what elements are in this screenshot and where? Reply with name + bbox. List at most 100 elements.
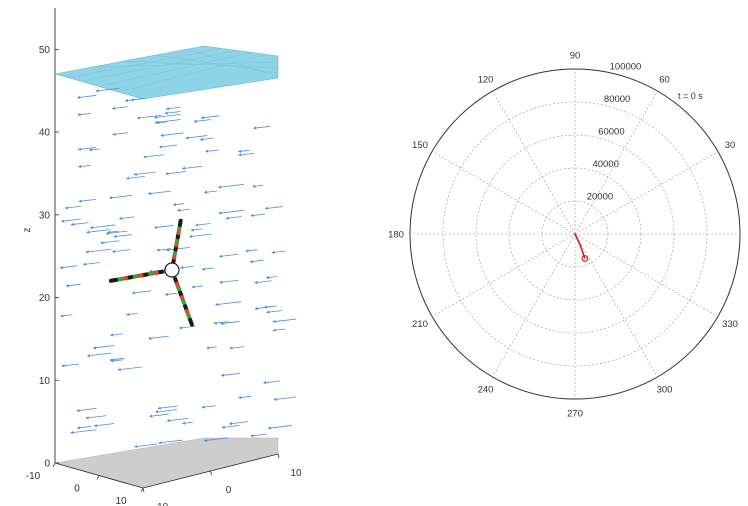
field-vector	[165, 171, 186, 176]
field-vector	[77, 147, 97, 151]
field-vector	[147, 190, 171, 196]
field-vector	[225, 216, 242, 220]
polar-theta-tick-label: 120	[478, 74, 494, 85]
field-vector	[112, 132, 129, 136]
field-vector	[263, 305, 277, 309]
field-vector	[157, 405, 178, 410]
field-vector	[61, 363, 80, 368]
field-vector	[107, 230, 119, 234]
z-tick-label: 50	[39, 45, 51, 56]
field-vector	[219, 279, 239, 284]
polar-r-tick-label: 80000	[604, 94, 630, 105]
rotor-blade-segment	[177, 218, 183, 227]
polar-theta-tick-label: 90	[570, 51, 581, 62]
field-vector	[201, 405, 216, 409]
field-vector	[77, 95, 97, 99]
field-vector	[93, 423, 115, 428]
field-vector	[70, 429, 97, 435]
field-vector	[59, 265, 78, 270]
field-vector	[266, 310, 283, 314]
field-vector	[253, 125, 271, 130]
polar-spoke	[574, 233, 658, 378]
field-vectors	[59, 87, 297, 449]
field-vector	[206, 346, 217, 350]
y-tick-label: -10	[154, 502, 169, 506]
polar-r-tick-label: 20000	[587, 192, 613, 203]
field-vector	[77, 164, 91, 169]
field-vector	[200, 115, 220, 120]
field-vector	[272, 318, 297, 324]
polar-trace-line	[574, 233, 586, 259]
field-vector	[126, 312, 138, 316]
field-vector	[82, 262, 101, 266]
field-vector	[134, 443, 158, 449]
x-tick-label: 10	[115, 496, 127, 506]
field-vector	[153, 225, 174, 229]
polar-theta-tick-label: 180	[388, 230, 404, 241]
field-vector	[267, 425, 293, 430]
field-vector	[195, 223, 211, 227]
rotor	[108, 218, 194, 327]
field-vector	[193, 119, 211, 123]
z-tick-label: 10	[39, 376, 51, 387]
field-vector	[70, 222, 89, 226]
field-vector	[109, 357, 125, 362]
field-vector	[108, 194, 133, 200]
field-vector	[130, 98, 143, 102]
field-vector	[221, 424, 240, 429]
polar-annotation: t = 0 s	[678, 91, 703, 101]
x-tick-label: 0	[74, 484, 80, 495]
field-vector	[201, 267, 214, 271]
field-vector	[88, 148, 100, 152]
field-vector	[218, 253, 239, 258]
field-vector	[60, 314, 73, 318]
z-tick-label: 20	[39, 293, 51, 304]
field-vector	[117, 366, 142, 372]
field-vector	[86, 229, 110, 234]
field-vector	[100, 240, 120, 245]
z-ticks: 0 10 20 30 40 50	[39, 45, 59, 470]
field-vector	[149, 413, 169, 418]
polar-spoke	[492, 233, 576, 378]
field-vector	[60, 218, 81, 223]
field-vector	[273, 396, 296, 401]
field-vector	[228, 421, 249, 426]
field-vector	[77, 113, 91, 117]
x-tick-label: -10	[26, 471, 41, 482]
field-vector	[154, 114, 181, 119]
field-vector	[86, 352, 112, 358]
field-vector	[182, 421, 193, 425]
polar-spoke	[574, 151, 719, 235]
field-vector	[250, 213, 266, 218]
field-vector	[215, 301, 242, 306]
field-vector	[199, 137, 214, 141]
y-tick-mark	[277, 453, 280, 459]
top-surface	[54, 45, 279, 100]
field-vector	[125, 175, 145, 180]
field-vector	[172, 203, 184, 207]
x-tick-mark	[52, 462, 56, 468]
z-axis-label: z	[22, 228, 33, 233]
field-vector	[166, 417, 189, 423]
polar-r-tick-label: 100000	[610, 62, 642, 73]
field-vector	[249, 259, 264, 264]
field-vector	[272, 328, 286, 332]
field-vector	[181, 165, 202, 170]
field-vector	[189, 233, 212, 238]
y-tick-label: 0	[226, 485, 232, 496]
polar-trace-marker	[581, 255, 589, 262]
field-vector	[165, 106, 181, 111]
y-ticks: -10 0 10	[142, 453, 302, 506]
field-vector	[158, 439, 183, 445]
field-vector	[205, 149, 219, 153]
polar-trace	[574, 233, 589, 262]
field-vector	[218, 209, 244, 215]
field-vector	[220, 321, 240, 325]
field-vector	[113, 234, 133, 239]
field-vector	[85, 415, 107, 420]
field-vector	[262, 380, 281, 385]
field-vector	[254, 280, 272, 285]
field-vector	[110, 333, 124, 337]
